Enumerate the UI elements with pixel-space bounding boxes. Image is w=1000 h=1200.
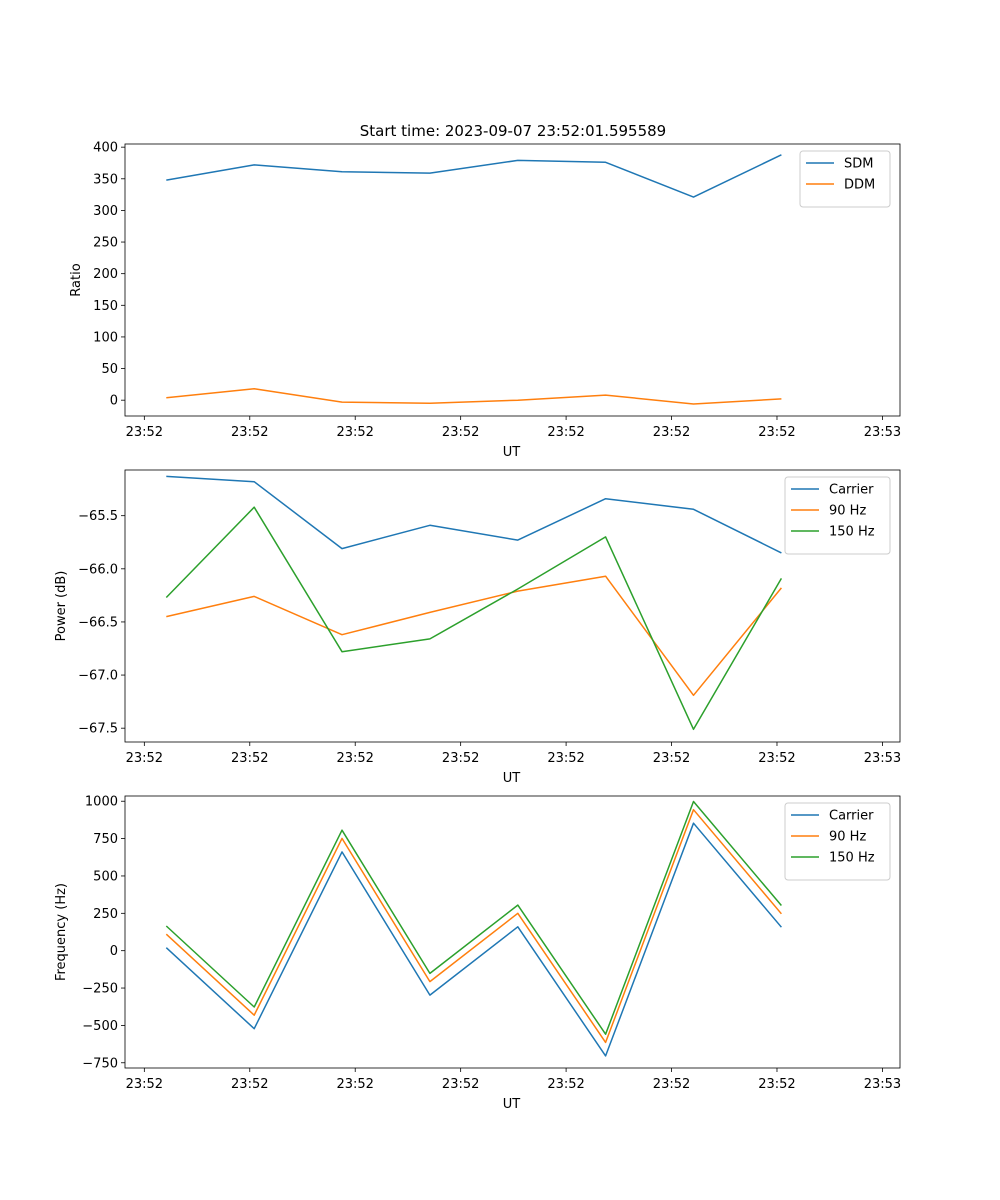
chart-panel-2: 23:52 23:52 23:52 23:52 23:52 23:52 23:52 23:53…: [54, 469, 901, 786]
x-tick-label: 23:52: [231, 751, 268, 766]
y-tick-label: −500: [82, 1019, 118, 1034]
x-tick-label: 23:53: [864, 1077, 901, 1092]
x-tick-label: 23:53: [864, 751, 901, 766]
legend: SDM DDM: [799, 150, 891, 208]
legend-label: SDM: [844, 157, 873, 172]
y-tick-label: −66.5: [78, 615, 118, 630]
plot-frame: [124, 795, 901, 1069]
x-tick-label: 23:52: [126, 1077, 163, 1092]
x-tick-label: 23:52: [653, 425, 690, 440]
x-axis-label: UT: [503, 1097, 521, 1112]
y-tick-label: −250: [82, 982, 118, 997]
x-tick-label: 23:52: [336, 751, 373, 766]
y-tick-label: 350: [93, 172, 118, 187]
y-tick-label: 300: [93, 204, 118, 219]
legend: Carrier 90 Hz 150 Hz: [784, 476, 891, 555]
chart-panel-1: 23:52 23:52 23:52 23:52 23:52 23:52 23:52 23:53…: [69, 141, 901, 460]
x-tick-label: 23:52: [758, 751, 795, 766]
x-tick-label: 23:52: [231, 425, 268, 440]
legend-box: [799, 150, 891, 208]
legend-label: 90 Hz: [829, 504, 866, 519]
y-tick-label: 50: [101, 362, 118, 377]
series-line-sdm: [166, 154, 782, 198]
y-tick-label: −65.5: [78, 509, 118, 524]
y-tick-label: 250: [93, 236, 118, 251]
series-line-carrier: [165, 822, 782, 1057]
legend-label: DDM: [844, 178, 875, 193]
x-tick-label: 23:52: [547, 751, 584, 766]
x-tick-label: 23:52: [547, 425, 584, 440]
legend-label: Carrier: [829, 483, 874, 498]
legend-label: 150 Hz: [829, 525, 875, 540]
y-tick-label: 100: [93, 330, 118, 345]
y-axis-label: Frequency (Hz): [54, 883, 69, 981]
x-tick-label: 23:52: [442, 751, 479, 766]
legend: Carrier 90 Hz 150 Hz: [784, 802, 891, 881]
x-tick-label: 23:52: [758, 425, 795, 440]
x-tick-label: 23:52: [653, 751, 690, 766]
x-tick-label: 23:52: [336, 1077, 373, 1092]
x-tick-label: 23:53: [864, 425, 901, 440]
legend-label: 90 Hz: [829, 830, 866, 845]
x-tick-label: 23:52: [653, 1077, 690, 1092]
series-line-150-hz: [165, 506, 783, 731]
x-axis-label: UT: [503, 771, 521, 786]
series-line-ddm: [166, 388, 782, 405]
y-tick-label: −750: [82, 1056, 118, 1071]
y-tick-label: −67.0: [78, 669, 118, 684]
series-line-90-hz: [166, 575, 782, 697]
legend-label: 150 Hz: [829, 851, 875, 866]
y-tick-label: −67.5: [78, 722, 118, 737]
chart-panel-3: 23:52 23:52 23:52 23:52 23:52 23:52 23:52 23:53…: [54, 795, 901, 1112]
series-line-90-hz: [165, 808, 782, 1044]
y-tick-label: 400: [93, 141, 118, 156]
x-tick-label: 23:52: [231, 1077, 268, 1092]
y-tick-label: 200: [93, 267, 118, 282]
plot-frame: [124, 143, 901, 417]
x-tick-label: 23:52: [126, 751, 163, 766]
x-tick-label: 23:52: [126, 425, 163, 440]
series-line-carrier: [166, 475, 782, 554]
y-tick-label: −66.0: [78, 562, 118, 577]
y-tick-label: 0: [110, 394, 118, 409]
y-tick-label: 250: [93, 907, 118, 922]
x-tick-label: 23:52: [442, 425, 479, 440]
series-line-150-hz: [165, 800, 782, 1035]
y-tick-label: 1000: [85, 795, 118, 810]
x-axis-label: UT: [503, 445, 521, 460]
y-tick-label: 750: [93, 832, 118, 847]
x-tick-label: 23:52: [336, 425, 373, 440]
x-tick-label: 23:52: [758, 1077, 795, 1092]
x-tick-label: 23:52: [442, 1077, 479, 1092]
x-tick-label: 23:52: [547, 1077, 584, 1092]
y-axis-label: Ratio: [69, 263, 84, 296]
legend-box: [784, 802, 891, 881]
y-tick-label: 0: [110, 944, 118, 959]
chart-panels: 23:52 23:52 23:52 23:52 23:52 23:52 23:52 23:53…: [54, 141, 901, 1112]
legend-label: Carrier: [829, 809, 874, 824]
legend-box: [784, 476, 891, 555]
plot-frame: [124, 469, 901, 743]
y-tick-label: 150: [93, 299, 118, 314]
y-tick-label: 500: [93, 869, 118, 884]
y-axis-label: Power (dB): [54, 571, 69, 642]
figure-title: Start time: 2023-09-07 23:52:01.595589: [360, 122, 666, 140]
